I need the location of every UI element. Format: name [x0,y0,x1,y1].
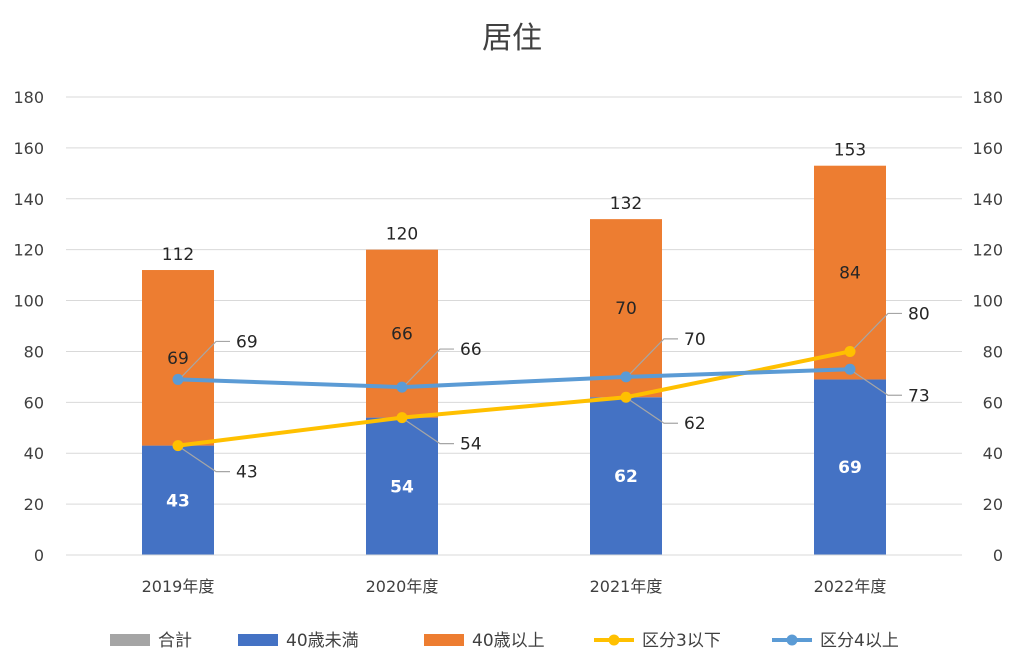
line-data-label: 70 [684,330,706,350]
y-tick-label-right: 140 [972,190,1003,209]
legend-label: 40歳未満 [286,631,359,651]
y-tick-label-right: 60 [983,393,1003,412]
series-line [177,349,851,448]
line-data-label: 69 [236,332,258,352]
bar-segment [590,397,662,555]
callouts: 69 43 66 54 70 62 80 73 [181,304,930,483]
y-tick-label-right: 0 [993,546,1003,565]
legend-swatch-marker [786,634,798,646]
legend-swatch [110,634,150,646]
gridlines [66,96,962,556]
line-data-label: 43 [236,463,258,483]
legend-label: 区分4以上 [820,631,899,651]
legend-label: 40歳以上 [472,631,545,651]
legend-label: 合計 [158,631,192,651]
y-tick-label-right: 180 [972,88,1003,107]
total-label: 120 [386,225,418,245]
y-tick-label-left: 60 [24,393,44,412]
y-tick-label-right: 120 [972,241,1003,260]
callout-leader [853,312,902,349]
x-tick-label: 2019年度 [142,577,215,596]
line-data-label: 73 [908,386,930,406]
total-label: 112 [162,245,194,265]
bar-segment [366,417,438,555]
legend-swatch-marker [608,634,620,646]
y-tick-label-left: 100 [13,292,44,311]
y-tick-label-left: 80 [24,342,44,361]
x-tick-label: 2022年度 [814,577,887,596]
y-tick-label-left: 0 [34,546,44,565]
bars: 43 69 112 54 66 120 62 70 132 69 84 153 [142,141,886,555]
total-label: 132 [610,194,642,214]
y-tick-label-right: 40 [983,444,1003,463]
total-label: 153 [834,141,866,161]
series-marker [172,440,184,452]
y-tick-label-left: 20 [24,495,44,514]
bar-data-label: 69 [167,349,189,369]
y-tick-label-left: 120 [13,241,44,260]
legend-swatch [238,634,278,646]
bar-segment [814,165,886,380]
callout-leader [181,448,230,473]
y-tick-label-left: 180 [13,88,44,107]
lines [172,345,856,452]
bar-segment [590,219,662,398]
bar-data-label: 62 [614,467,638,487]
series-marker [172,373,184,385]
line-data-label: 80 [908,304,930,324]
y-tick-label-left: 160 [13,139,44,158]
bar-segment [142,270,214,446]
bar-data-label: 69 [838,458,862,478]
x-tick-label: 2021年度 [590,577,663,596]
legend: 合計 40歳未満 40歳以上 区分3以下 区分4以上 [110,631,899,651]
bar-data-label: 84 [839,264,861,284]
bar-segment [814,379,886,555]
line-data-label: 54 [460,435,482,455]
legend-label: 区分3以下 [642,631,721,651]
callout-leader [405,420,454,445]
y-tick-label-right: 100 [972,292,1003,311]
bar-data-label: 43 [166,491,190,511]
bar-segment [142,445,214,555]
y-axis-left: 0 20 40 60 80 100 120 140 160 180 [13,88,44,565]
series-marker [396,412,408,424]
y-tick-label-right: 80 [983,342,1003,361]
x-axis: 2019年度 2020年度 2021年度 2022年度 [66,554,962,596]
legend-swatch [424,634,464,646]
series-marker [620,391,632,403]
y-tick-label-left: 140 [13,190,44,209]
series-marker [620,371,632,383]
series-marker [844,345,856,357]
callout-leader [405,348,454,385]
callout-leader [629,399,678,424]
callout-leader [853,371,902,396]
y-tick-label-right: 20 [983,495,1003,514]
y-tick-label-left: 40 [24,444,44,463]
bar-data-label: 54 [390,477,414,497]
line-data-label: 62 [684,414,706,434]
series-line [177,367,851,390]
bar-data-label: 70 [615,299,637,319]
y-axis-right: 0 20 40 60 80 100 120 140 160 180 [972,88,1003,565]
chart-title: 居住 [482,21,542,56]
x-tick-label: 2020年度 [366,577,439,596]
line-data-label: 66 [460,340,482,360]
bar-data-label: 66 [391,325,413,345]
callout-leader [181,340,230,377]
callout-leader [629,338,678,375]
series-marker [396,381,408,393]
y-tick-label-right: 160 [972,139,1003,158]
series-marker [844,363,856,375]
